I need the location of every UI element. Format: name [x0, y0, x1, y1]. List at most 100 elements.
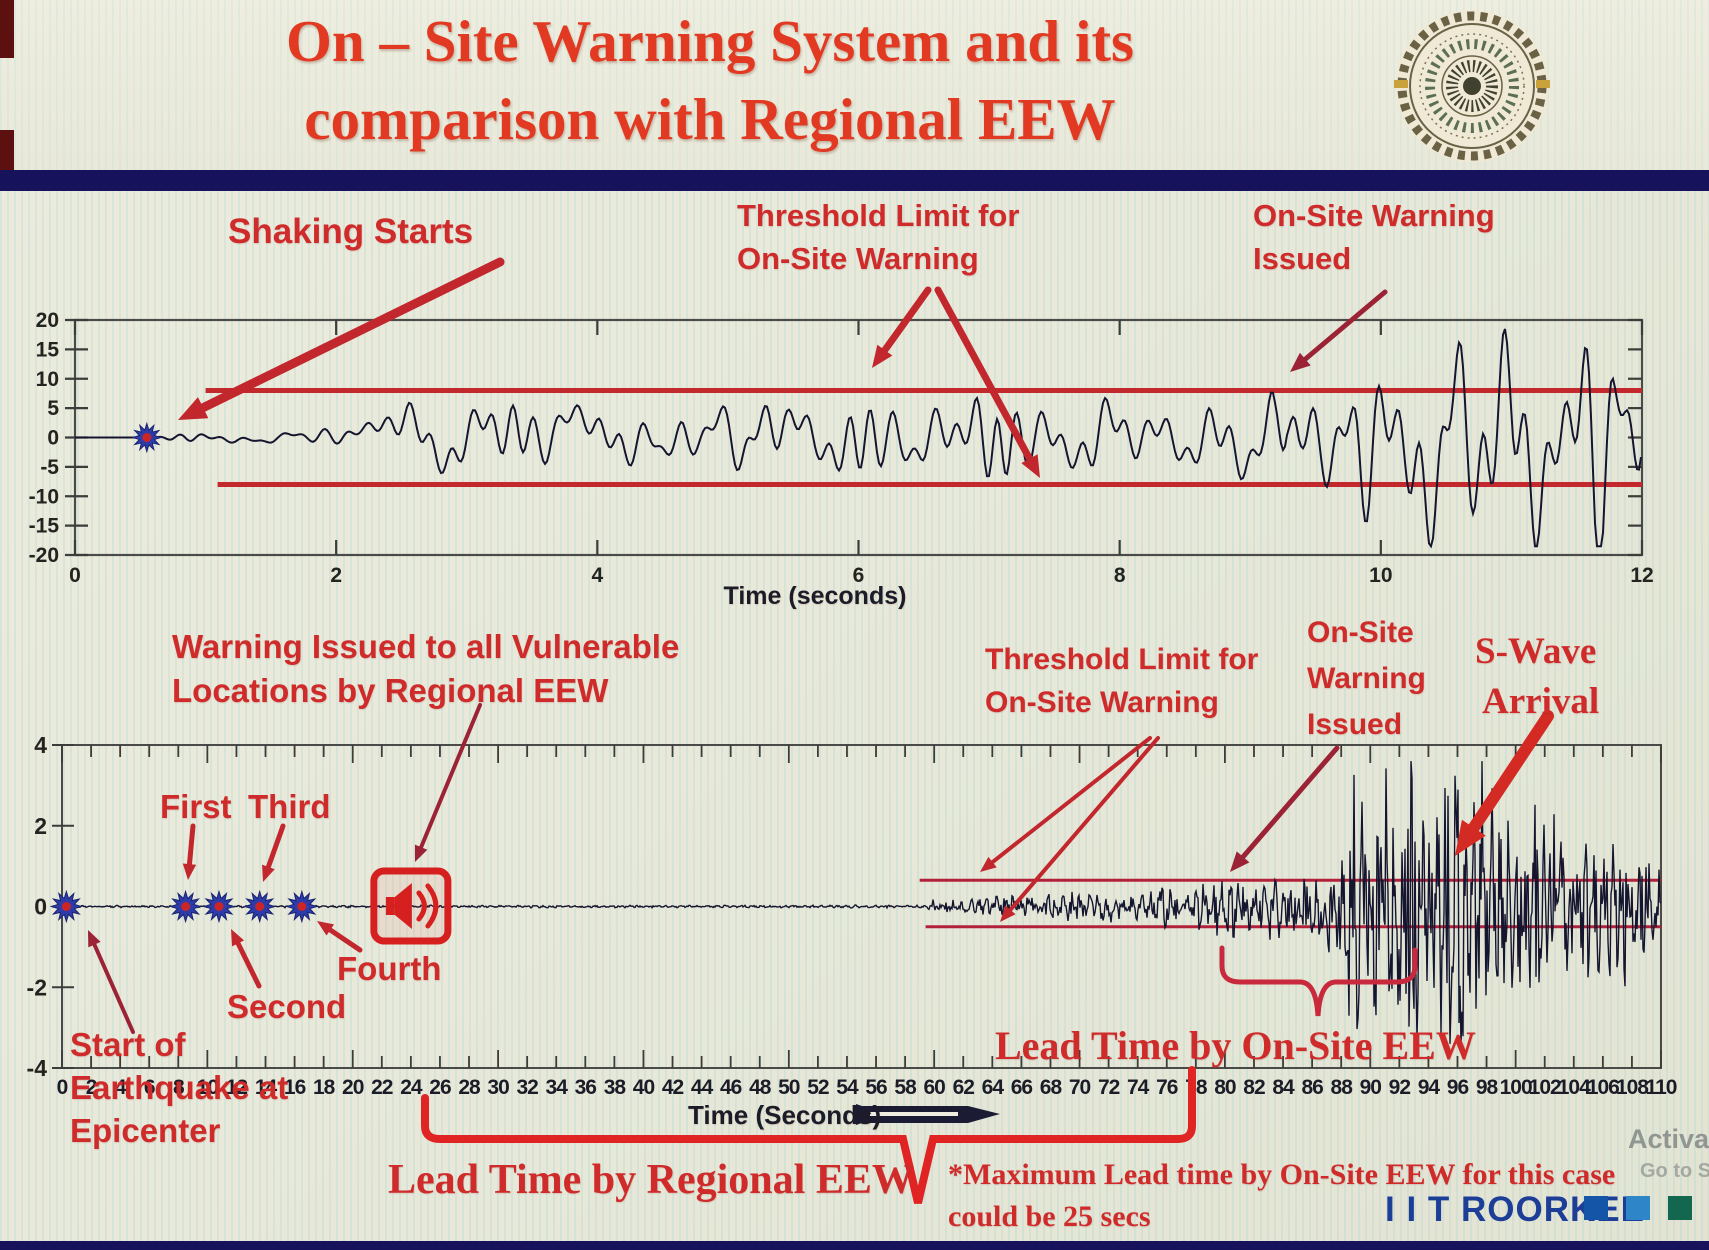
svg-text:44: 44	[691, 1076, 714, 1099]
svg-text:84: 84	[1272, 1076, 1295, 1099]
label-onsite-warning-bottom-2: Warning	[1307, 662, 1426, 695]
svg-text:108: 108	[1616, 1076, 1649, 1099]
svg-text:24: 24	[400, 1076, 423, 1099]
top-xaxis-title: Time (seconds)	[723, 582, 907, 610]
label-onsite-warning-bottom-1: On-Site	[1307, 616, 1414, 649]
time-axis-arrow-icon	[856, 1104, 1000, 1125]
svg-text:-10: -10	[29, 485, 59, 508]
label-second: Second	[227, 988, 347, 1025]
bottom-xaxis-title: Time (Seconds)	[688, 1100, 882, 1130]
svg-text:20: 20	[342, 1076, 364, 1099]
svg-text:4: 4	[115, 1076, 127, 1099]
svg-text:72: 72	[1098, 1076, 1120, 1099]
svg-text:68: 68	[1040, 1076, 1063, 1099]
svg-text:4: 4	[34, 732, 47, 758]
label-threshold-top-1: Threshold Limit for	[737, 198, 1020, 233]
svg-text:40: 40	[633, 1076, 655, 1099]
go-to-settings-watermark: Go to Settings	[1640, 1160, 1709, 1182]
svg-text:60: 60	[924, 1076, 946, 1099]
svg-text:10: 10	[1369, 564, 1392, 587]
label-start-epicenter-2: Earthquake at	[70, 1069, 289, 1106]
svg-text:-2: -2	[27, 974, 47, 1000]
svg-text:0: 0	[69, 564, 81, 587]
label-onsite-warning-bottom-3: Issued	[1307, 708, 1403, 741]
lead-time-regional-bracket	[421, 1066, 1196, 1204]
svg-text:5: 5	[47, 397, 59, 420]
svg-text:26: 26	[429, 1076, 451, 1099]
svg-text:-15: -15	[29, 515, 60, 538]
svg-text:10: 10	[36, 368, 59, 391]
brand-square-blue	[1584, 1196, 1608, 1220]
svg-text:110: 110	[1646, 1076, 1677, 1099]
title-line-1: On – Site Warning System and its	[285, 8, 1134, 74]
svg-text:94: 94	[1418, 1076, 1441, 1099]
label-swave-2: Arrival	[1482, 681, 1600, 722]
photo-edge-artifact	[0, 0, 14, 58]
label-onsite-warning-top-2: Issued	[1253, 241, 1352, 276]
label-regional-warning-1: Warning Issued to all Vulnerable	[172, 628, 680, 665]
svg-text:-4: -4	[27, 1055, 48, 1081]
svg-text:74: 74	[1127, 1076, 1150, 1099]
svg-text:64: 64	[982, 1076, 1005, 1099]
svg-text:88: 88	[1331, 1076, 1354, 1099]
activate-windows-watermark: Activate Wi	[1628, 1124, 1709, 1154]
footer-divider-bar	[0, 1241, 1709, 1250]
header-divider-bar	[0, 170, 1709, 191]
svg-text:0: 0	[57, 1076, 68, 1099]
svg-text:10: 10	[197, 1076, 219, 1099]
top-waveform	[75, 328, 1642, 549]
svg-text:34: 34	[546, 1076, 569, 1099]
iit-roorkee-logo-icon	[1394, 10, 1550, 162]
svg-text:14: 14	[255, 1076, 278, 1099]
label-lead-time-onsite: Lead Time by On-Site EEW	[995, 1023, 1476, 1068]
svg-text:6: 6	[144, 1076, 155, 1099]
svg-text:-5: -5	[40, 456, 59, 479]
label-lead-time-regional: Lead Time by Regional EEW	[388, 1157, 914, 1203]
svg-text:50: 50	[778, 1076, 800, 1099]
svg-text:2: 2	[330, 564, 342, 587]
svg-text:54: 54	[836, 1076, 859, 1099]
svg-text:92: 92	[1389, 1076, 1411, 1099]
svg-text:0: 0	[34, 894, 47, 920]
svg-text:42: 42	[662, 1076, 684, 1099]
brand-square-green	[1668, 1196, 1692, 1220]
svg-text:106: 106	[1587, 1076, 1619, 1099]
svg-text:66: 66	[1011, 1076, 1033, 1099]
svg-text:100: 100	[1500, 1076, 1532, 1099]
svg-text:28: 28	[458, 1076, 481, 1099]
svg-text:56: 56	[865, 1076, 887, 1099]
svg-text:62: 62	[953, 1076, 975, 1099]
svg-text:52: 52	[807, 1076, 829, 1099]
svg-text:8: 8	[1114, 564, 1126, 587]
svg-text:6: 6	[853, 564, 865, 587]
svg-text:82: 82	[1243, 1076, 1265, 1099]
title-line-2: comparison with Regional EEW	[304, 86, 1116, 153]
bottom-waveform	[61, 761, 1662, 1044]
svg-text:-20: -20	[29, 544, 59, 567]
svg-text:70: 70	[1069, 1076, 1091, 1099]
label-regional-warning-2: Locations by Regional EEW	[172, 672, 609, 709]
photo-edge-artifact	[0, 130, 14, 170]
svg-text:22: 22	[371, 1076, 393, 1099]
label-swave-1: S-Wave	[1475, 631, 1597, 672]
brand-square-lightblue	[1626, 1196, 1650, 1220]
svg-text:12: 12	[226, 1076, 248, 1099]
svg-text:96: 96	[1447, 1076, 1469, 1099]
label-threshold-bottom-2: On-Site Warning	[985, 686, 1219, 719]
label-threshold-bottom-1: Threshold Limit for	[985, 643, 1259, 676]
label-onsite-warning-top-1: On-Site Warning	[1253, 198, 1495, 233]
label-max-lead-note-1: *Maximum Lead time by On-Site EEW for th…	[948, 1158, 1616, 1191]
label-start-epicenter-1: Start of	[70, 1026, 186, 1063]
svg-text:8: 8	[173, 1076, 185, 1099]
svg-text:20: 20	[36, 309, 59, 332]
svg-text:86: 86	[1301, 1076, 1323, 1099]
label-start-epicenter-3: Epicenter	[70, 1112, 221, 1149]
svg-text:104: 104	[1558, 1076, 1591, 1099]
svg-text:15: 15	[36, 338, 60, 361]
svg-text:18: 18	[313, 1076, 336, 1099]
svg-text:2: 2	[86, 1076, 97, 1099]
